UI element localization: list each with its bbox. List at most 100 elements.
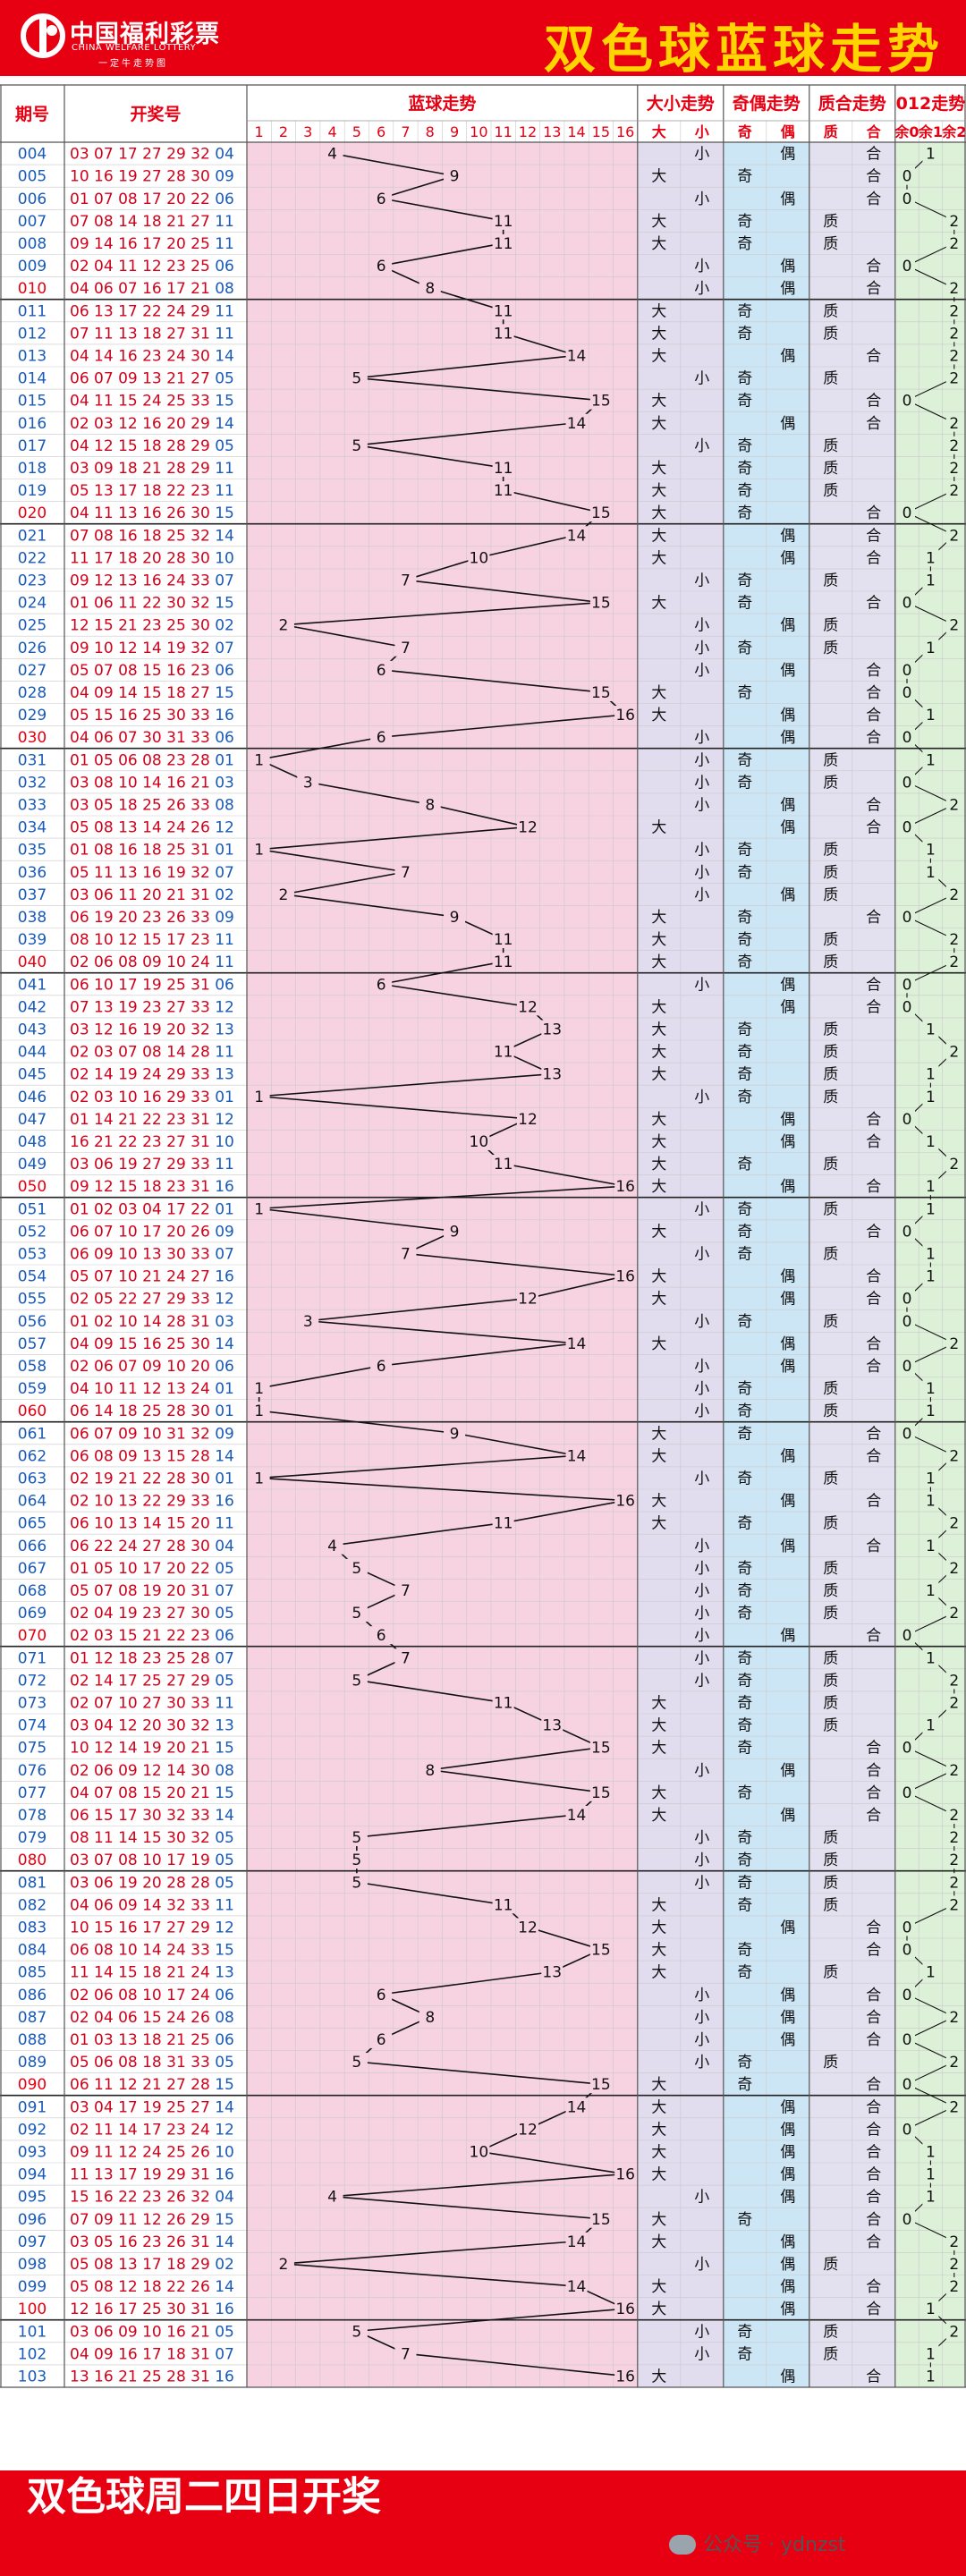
mod3-value-backdrop (945, 1446, 962, 1465)
blue-ball: 07 (215, 1245, 234, 1263)
red-balls: 06 13 17 22 24 29 (70, 302, 215, 320)
size-mark: 小 (694, 1987, 709, 2004)
blue-ball: 11 (215, 482, 234, 500)
prime-mark: 合 (866, 2009, 881, 2027)
size-mark: 大 (651, 347, 666, 365)
blue-value-mark: 11 (494, 1515, 513, 1533)
draw-cell: 02 04 19 23 27 30 05 (70, 1605, 234, 1623)
blue-value-mark: 15 (591, 2211, 611, 2229)
blue-value-mark: 15 (591, 1740, 611, 1758)
draw-cell: 04 09 14 15 18 27 15 (70, 684, 234, 702)
red-balls: 04 10 11 12 13 24 (70, 1380, 215, 1398)
red-balls: 05 08 13 17 18 29 (70, 2256, 215, 2274)
mod3-mark: 0 (902, 595, 912, 613)
draw-cell: 06 07 09 13 21 27 05 (70, 370, 234, 388)
blue-value-mark: 14 (567, 347, 587, 365)
parity-mark: 奇 (737, 1717, 752, 1735)
period-cell: 040 (18, 953, 47, 971)
blue-value-backdrop (394, 638, 417, 657)
blue-ball: 09 (215, 1425, 234, 1443)
mod3-value-backdrop (899, 166, 915, 185)
mod3-value-backdrop (945, 324, 962, 343)
blue-value-backdrop (468, 1131, 490, 1150)
blue-ball: 06 (215, 2031, 234, 2049)
mod3-mark: 1 (926, 1200, 936, 1218)
mod3-mark: 0 (902, 1223, 912, 1241)
mod3-mark: 2 (949, 1874, 959, 1892)
table-row: 061 06 07 09 10 31 32 09 9 大 奇 合 0 (18, 1424, 915, 1443)
red-balls: 09 12 15 18 23 31 (70, 1178, 215, 1196)
draw-cell: 04 06 09 14 32 33 11 (70, 1896, 234, 1914)
size-mark: 大 (651, 1291, 666, 1309)
red-balls: 01 03 13 18 21 25 (70, 2031, 215, 2049)
size-mark: 小 (694, 1313, 709, 1331)
red-balls: 03 07 08 10 17 19 (70, 1852, 215, 1869)
table-row: 035 01 08 16 18 25 31 01 1 小 奇 质 1 (18, 840, 939, 860)
blue-value-backdrop (370, 660, 393, 679)
draw-cell: 01 12 18 23 25 28 07 (70, 1649, 234, 1667)
blue-value-backdrop (394, 1244, 417, 1263)
blue-value-mark: 13 (542, 1021, 562, 1038)
blue-value-backdrop (565, 413, 588, 432)
blue-value-mark: 1 (254, 1402, 264, 1420)
prime-mark: 合 (866, 393, 881, 411)
size-mark: 小 (694, 729, 709, 747)
parity-mark: 偶 (780, 1111, 795, 1129)
period-cell: 068 (18, 1582, 47, 1600)
prime-mark: 质 (823, 213, 838, 231)
period-cell: 032 (18, 774, 47, 792)
period-cell: 073 (18, 1694, 47, 1712)
table-row: 092 02 11 14 17 23 24 12 12 大偶合 0 (18, 2120, 915, 2139)
parity-axis-label: 奇 (738, 123, 752, 140)
size-mark: 大 (651, 1066, 666, 1084)
logo-english-name: CHINA WELFARE LOTTERY (72, 43, 197, 53)
size-mark: 大 (651, 2076, 666, 2094)
period-cell: 025 (18, 617, 47, 635)
size-mark: 大 (651, 1807, 666, 1825)
mod3-value-backdrop (899, 391, 915, 410)
blue-axis-tick: 4 (327, 123, 336, 140)
period-cell: 092 (18, 2121, 47, 2139)
blue-value-mark: 14 (567, 2278, 587, 2296)
blue-ball: 15 (215, 393, 234, 411)
table-row: 098 05 08 13 17 18 29 02 2 小 偶 质 2 (18, 2254, 962, 2274)
size-mark: 小 (694, 1762, 709, 1780)
red-balls: 05 11 13 16 19 32 (70, 864, 215, 882)
prime-mark: 合 (866, 1425, 881, 1443)
prime-mark: 质 (823, 1313, 838, 1331)
parity-mark: 偶 (780, 191, 795, 208)
prime-mark: 合 (866, 2278, 881, 2296)
prime-mark: 质 (823, 1402, 838, 1420)
table-row: 005 10 16 19 27 28 30 09 9 大 奇 合 0 (18, 166, 915, 186)
size-mark: 大 (651, 1223, 666, 1241)
mod3-mark: 2 (949, 235, 959, 253)
blue-value-backdrop (248, 1402, 270, 1420)
period-cell: 008 (18, 235, 47, 253)
mod3-mark: 1 (926, 2368, 936, 2385)
blue-value-mark: 11 (494, 1896, 513, 1914)
mod3-mark: 0 (902, 1627, 912, 1645)
mod3-mark: 1 (926, 751, 936, 769)
size-mark: 小 (694, 2323, 709, 2341)
logo-tagline: 一定牛走势图 (98, 59, 168, 69)
blue-value-mark: 11 (494, 1694, 513, 1712)
red-balls: 03 04 12 20 30 32 (70, 1717, 215, 1735)
period-cell: 033 (18, 796, 47, 814)
parity-mark: 偶 (780, 1291, 795, 1309)
blue-value-backdrop (492, 1693, 514, 1712)
prime-mark: 合 (866, 684, 881, 702)
blue-ball: 01 (215, 1470, 234, 1487)
mod3-mark: 1 (926, 1470, 936, 1487)
mod3-value-backdrop (922, 1064, 939, 1083)
prime-mark: 合 (866, 2076, 881, 2094)
mod3-mark: 1 (926, 1380, 936, 1398)
draw-cell: 02 11 14 17 23 24 12 (70, 2121, 234, 2139)
parity-mark: 奇 (737, 909, 752, 927)
mod3-mark: 0 (902, 1313, 912, 1331)
size-mark: 大 (651, 2098, 666, 2116)
size-mark: 大 (651, 1425, 666, 1443)
blue-ball: 03 (215, 774, 234, 792)
table-row: 019 05 13 17 18 22 23 11 11 大奇质 2 (18, 481, 962, 500)
parity-mark: 偶 (780, 2143, 795, 2161)
table-row: 031 01 05 06 08 23 28 01 1 小 奇 质 1 (18, 750, 939, 769)
